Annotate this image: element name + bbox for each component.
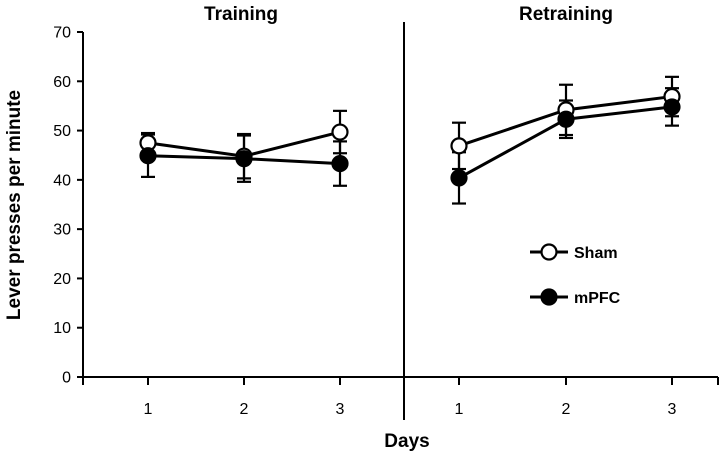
x-axis-label: Days (384, 431, 429, 452)
y-tick-label: 60 (53, 74, 71, 91)
data-point (331, 154, 349, 173)
x-tick-label: 3 (336, 401, 345, 418)
data-point (139, 147, 157, 165)
legend-marker (540, 243, 558, 261)
data-point (235, 150, 253, 168)
x-tick-label: 3 (668, 401, 677, 418)
data-point (663, 98, 681, 116)
y-tick-label: 30 (53, 222, 71, 239)
x-tick-label: 2 (562, 401, 571, 418)
legend-marker (540, 288, 558, 306)
data-point (450, 169, 468, 187)
legend: Sham mPFC (530, 243, 621, 307)
legend-label: Sham (574, 245, 618, 262)
x-tick-label: 1 (144, 401, 153, 418)
y-axis-label: Lever presses per minute (4, 90, 25, 320)
data-point (331, 123, 349, 141)
x-tick-label: 1 (455, 401, 464, 418)
y-tick-label: 20 (53, 271, 71, 288)
panel-title: Retraining (519, 4, 613, 25)
y-tick-label: 10 (53, 320, 71, 337)
y-tick-label: 50 (53, 123, 71, 140)
chart-marks (139, 75, 681, 205)
y-tick-label: 0 (62, 370, 71, 387)
legend-label: mPFC (574, 290, 621, 307)
panel-title: Training (204, 4, 278, 25)
y-tick-label: 40 (53, 172, 71, 189)
data-point (450, 137, 468, 155)
y-tick-label: 70 (53, 25, 71, 42)
axes: 0 10 20 30 40 50 60 70 Training 1 2 3 Retraining 1 2 3 (53, 4, 719, 420)
x-tick-label: 2 (240, 401, 249, 418)
data-point (557, 110, 575, 128)
